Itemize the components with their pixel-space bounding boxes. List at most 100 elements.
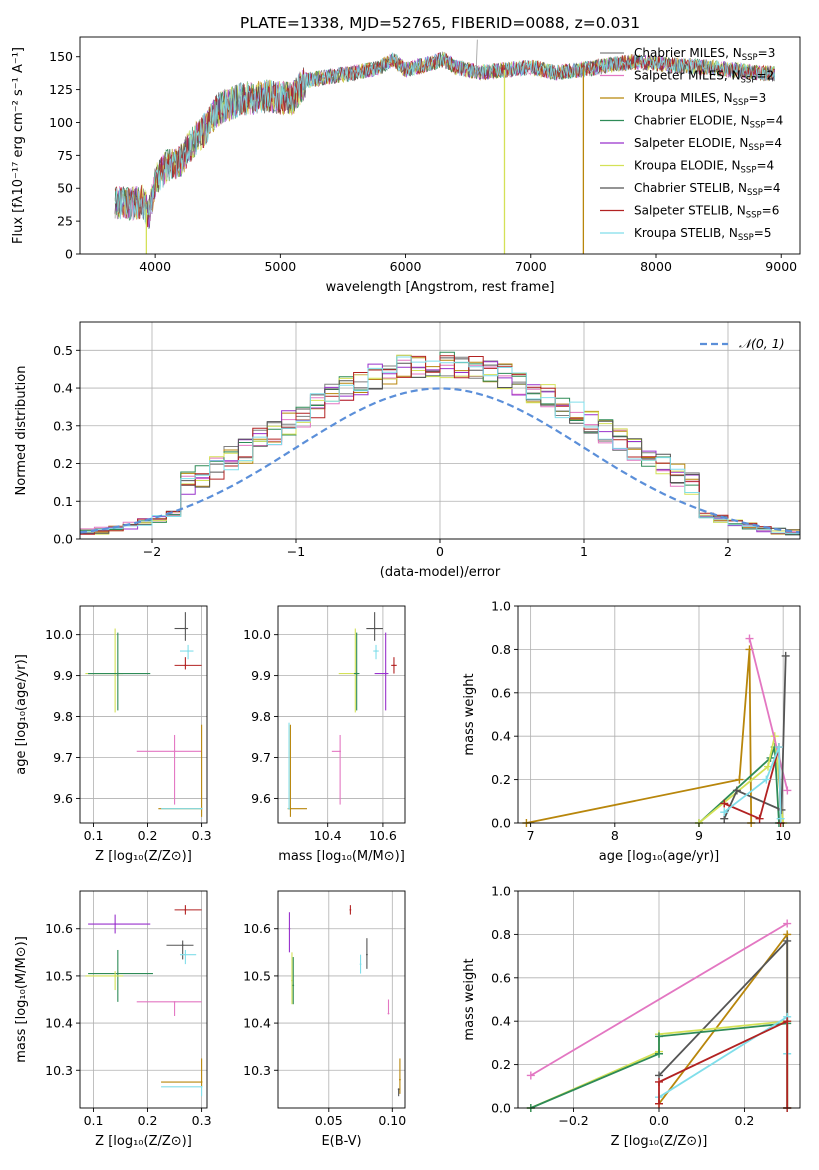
- y-tick-label: 0.1: [53, 494, 73, 509]
- x-tick-label: 0.1: [84, 1113, 104, 1128]
- y-tick-label: 0.3: [53, 418, 73, 433]
- y-tick-label: 0.8: [491, 642, 511, 657]
- y-tick-label: 1.0: [491, 884, 511, 899]
- y-tick-label: 0.4: [491, 1014, 511, 1029]
- x-tick-label: 2: [724, 544, 732, 559]
- data-point: [291, 979, 293, 982]
- weight-marker: [777, 805, 786, 814]
- panel-age-vs-Z: 0.1 0.2 0.3 9.6 9.7 9.8 9.9 10.0 Z [log₁₀(Z/Z⊙)]…: [14, 605, 212, 864]
- weight-marker: [776, 814, 785, 823]
- legend-entry: Kroupa ELODIE, NSSP=4: [634, 159, 774, 176]
- legend-name: Chabrier MILES, N: [634, 46, 742, 60]
- weight-marker: [655, 1099, 663, 1108]
- data-point: [387, 1012, 390, 1015]
- y-tick-label: 0.0: [491, 816, 511, 831]
- plot-area: [522, 634, 792, 827]
- y-tick-label: 0.6: [491, 970, 511, 985]
- panel-spectrum: 4000 5000 6000 7000 8000 9000 0 25 50 75 100 125 150…: [11, 36, 801, 295]
- axes-frame: [79, 605, 208, 824]
- y-tick-label: 9.6: [251, 791, 271, 806]
- y-tick-label: 10.0: [243, 627, 271, 642]
- panel-weight-vs-Z: −0.2 0.0 0.2 0.0 0.2 0.4 0.6 0.8 1.0 Z [log₁₀(Z/Z…: [462, 884, 801, 1149]
- weight-marker: [755, 814, 764, 823]
- panel-mass-vs-ebv: 0.05 0.10 10.3 10.4 10.5 10.6 E(B-V): [243, 890, 406, 1149]
- y-tick-label: 100: [49, 115, 73, 130]
- normal-legend-label: 𝒩(0, 1): [739, 336, 785, 351]
- panel-residuals: −2 −1 0 1 2 0.0 0.1 0.2 0.3 0.4 0.5 (data-model)/er…: [14, 321, 801, 580]
- data-point: [114, 923, 117, 925]
- legend-count: =4: [763, 181, 781, 195]
- y-tick-label: 10.6: [243, 921, 271, 936]
- weight-marker: [655, 1049, 663, 1058]
- spectrum-spike: [475, 39, 478, 77]
- x-tick-label: 0.2: [138, 828, 158, 843]
- x-tick-label: 5000: [264, 259, 296, 274]
- y-tick-label: 9.7: [251, 750, 271, 765]
- data-point: [173, 750, 176, 753]
- legend-name: Kroupa ELODIE, N: [634, 159, 741, 173]
- weight-line: [526, 649, 753, 824]
- data-point: [393, 664, 395, 667]
- legend-name: Chabrier STELIB, N: [634, 181, 747, 195]
- x-tick-label: 10.6: [369, 828, 397, 843]
- y-tick-label: 0.2: [53, 456, 73, 471]
- data-point: [375, 650, 377, 652]
- legend-count: =4: [764, 136, 782, 150]
- panel-age-vs-mass: 10.4 10.6 9.6 9.7 9.8 9.9 10.0 mass [log₁₀(M/M⊙…: [243, 605, 406, 864]
- weight-marker: [655, 1032, 663, 1041]
- legend-name: Chabrier ELODIE, N: [634, 114, 750, 128]
- data-point: [384, 672, 387, 675]
- y-tick-label: 10.5: [243, 968, 271, 983]
- legend-entry: Salpeter STELIB, NSSP=6: [634, 204, 779, 221]
- plot-area: [526, 919, 792, 1112]
- x-tick-label: 0.10: [378, 1113, 406, 1128]
- x-axis-label: age [log₁₀(age/yr)]: [599, 849, 720, 864]
- legend-entry: Salpeter ELODIE, NSSP=4: [634, 136, 782, 153]
- x-tick-label: 4000: [139, 259, 171, 274]
- legend-count: =2: [756, 69, 774, 83]
- weight-line: [658, 1019, 789, 1108]
- legend-name: Salpeter ELODIE, N: [634, 136, 748, 150]
- y-tick-label: 10.6: [45, 921, 73, 936]
- x-tick-label: 0.2: [138, 1113, 158, 1128]
- weight-marker: [720, 808, 729, 817]
- x-tick-label: 9000: [765, 259, 797, 274]
- axes-frame: [79, 36, 801, 255]
- data-point: [184, 664, 187, 667]
- data-point: [349, 908, 352, 911]
- weight-line: [723, 746, 782, 819]
- y-tick-label: 10.4: [45, 1016, 73, 1031]
- y-tick-label: 50: [57, 181, 73, 196]
- x-tick-label: 1: [580, 544, 588, 559]
- y-tick-label: 0: [65, 247, 73, 262]
- x-axis-label: wavelength [Angstrom, rest frame]: [326, 280, 555, 295]
- y-axis-label: mass weight: [462, 958, 477, 1040]
- weight-marker: [732, 786, 741, 795]
- weight-marker: [774, 743, 783, 752]
- x-tick-label: 8: [611, 828, 619, 843]
- data-point: [187, 650, 189, 652]
- weight-marker: [783, 919, 792, 928]
- y-tick-label: 0.6: [491, 685, 511, 700]
- weight-marker: [762, 775, 771, 784]
- y-tick-label: 9.8: [53, 709, 73, 724]
- plot-area: [114, 39, 776, 254]
- weight-marker: [783, 786, 792, 795]
- data-point: [173, 1000, 176, 1003]
- x-tick-label: 6000: [390, 259, 422, 274]
- y-tick-label: 0.0: [491, 1101, 511, 1116]
- x-tick-label: 0.1: [84, 828, 104, 843]
- data-point: [359, 963, 362, 966]
- y-tick-label: 25: [57, 214, 73, 229]
- y-tick-label: 0.5: [53, 343, 73, 358]
- data-point: [114, 975, 117, 977]
- weight-line: [530, 1022, 788, 1109]
- x-tick-label: 9: [695, 828, 703, 843]
- weight-line: [723, 655, 787, 820]
- data-point: [116, 972, 119, 975]
- legend-sub: SSP: [741, 166, 757, 176]
- weight-marker: [735, 775, 744, 784]
- x-tick-label: 0: [436, 544, 444, 559]
- legend-name: Salpeter STELIB, N: [634, 204, 746, 218]
